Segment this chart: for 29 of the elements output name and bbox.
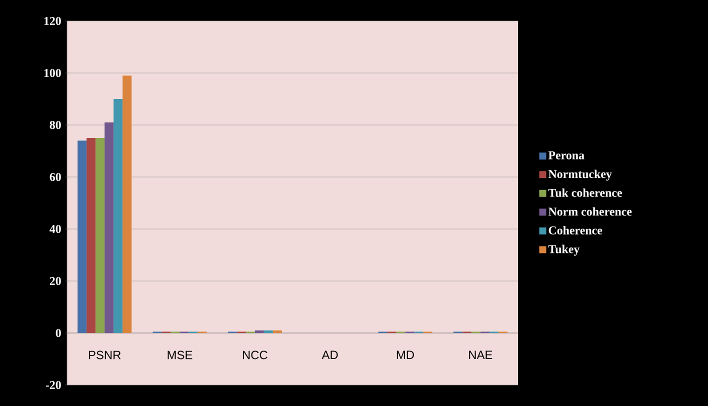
y-tick-label: 120 <box>44 16 61 26</box>
y-tick-label: 80 <box>50 120 61 130</box>
y-tick-label: 100 <box>44 68 61 78</box>
bar <box>78 140 87 333</box>
bar <box>122 76 132 333</box>
legend-label: Perona <box>548 151 584 160</box>
y-tick-label: 40 <box>50 224 61 234</box>
legend-label: Normtuckey <box>548 170 612 181</box>
bar <box>264 330 273 333</box>
x-tick-label: MD <box>396 350 414 359</box>
bar <box>96 138 105 333</box>
bar <box>114 98 123 333</box>
bar <box>86 138 96 333</box>
y-tick-label: -20 <box>46 380 61 390</box>
y-tick-label: 0 <box>56 328 61 338</box>
x-tick-label: PSNR <box>88 350 121 360</box>
bar <box>272 330 282 333</box>
x-tick-label: AD <box>322 350 338 359</box>
legend-label: Tuk coherence <box>548 188 622 197</box>
x-tick-label: NAE <box>469 350 492 359</box>
legend-label: Tukey <box>548 244 580 256</box>
y-tick-label: 20 <box>50 276 61 286</box>
x-tick-label: NCC <box>242 350 268 360</box>
bar <box>254 330 264 333</box>
x-tick-label: MSE <box>168 350 192 360</box>
legend-label: Norm coherence <box>548 207 632 216</box>
y-tick-label: 60 <box>50 172 61 182</box>
bar <box>104 122 114 333</box>
legend-label: Coherence <box>548 226 602 234</box>
